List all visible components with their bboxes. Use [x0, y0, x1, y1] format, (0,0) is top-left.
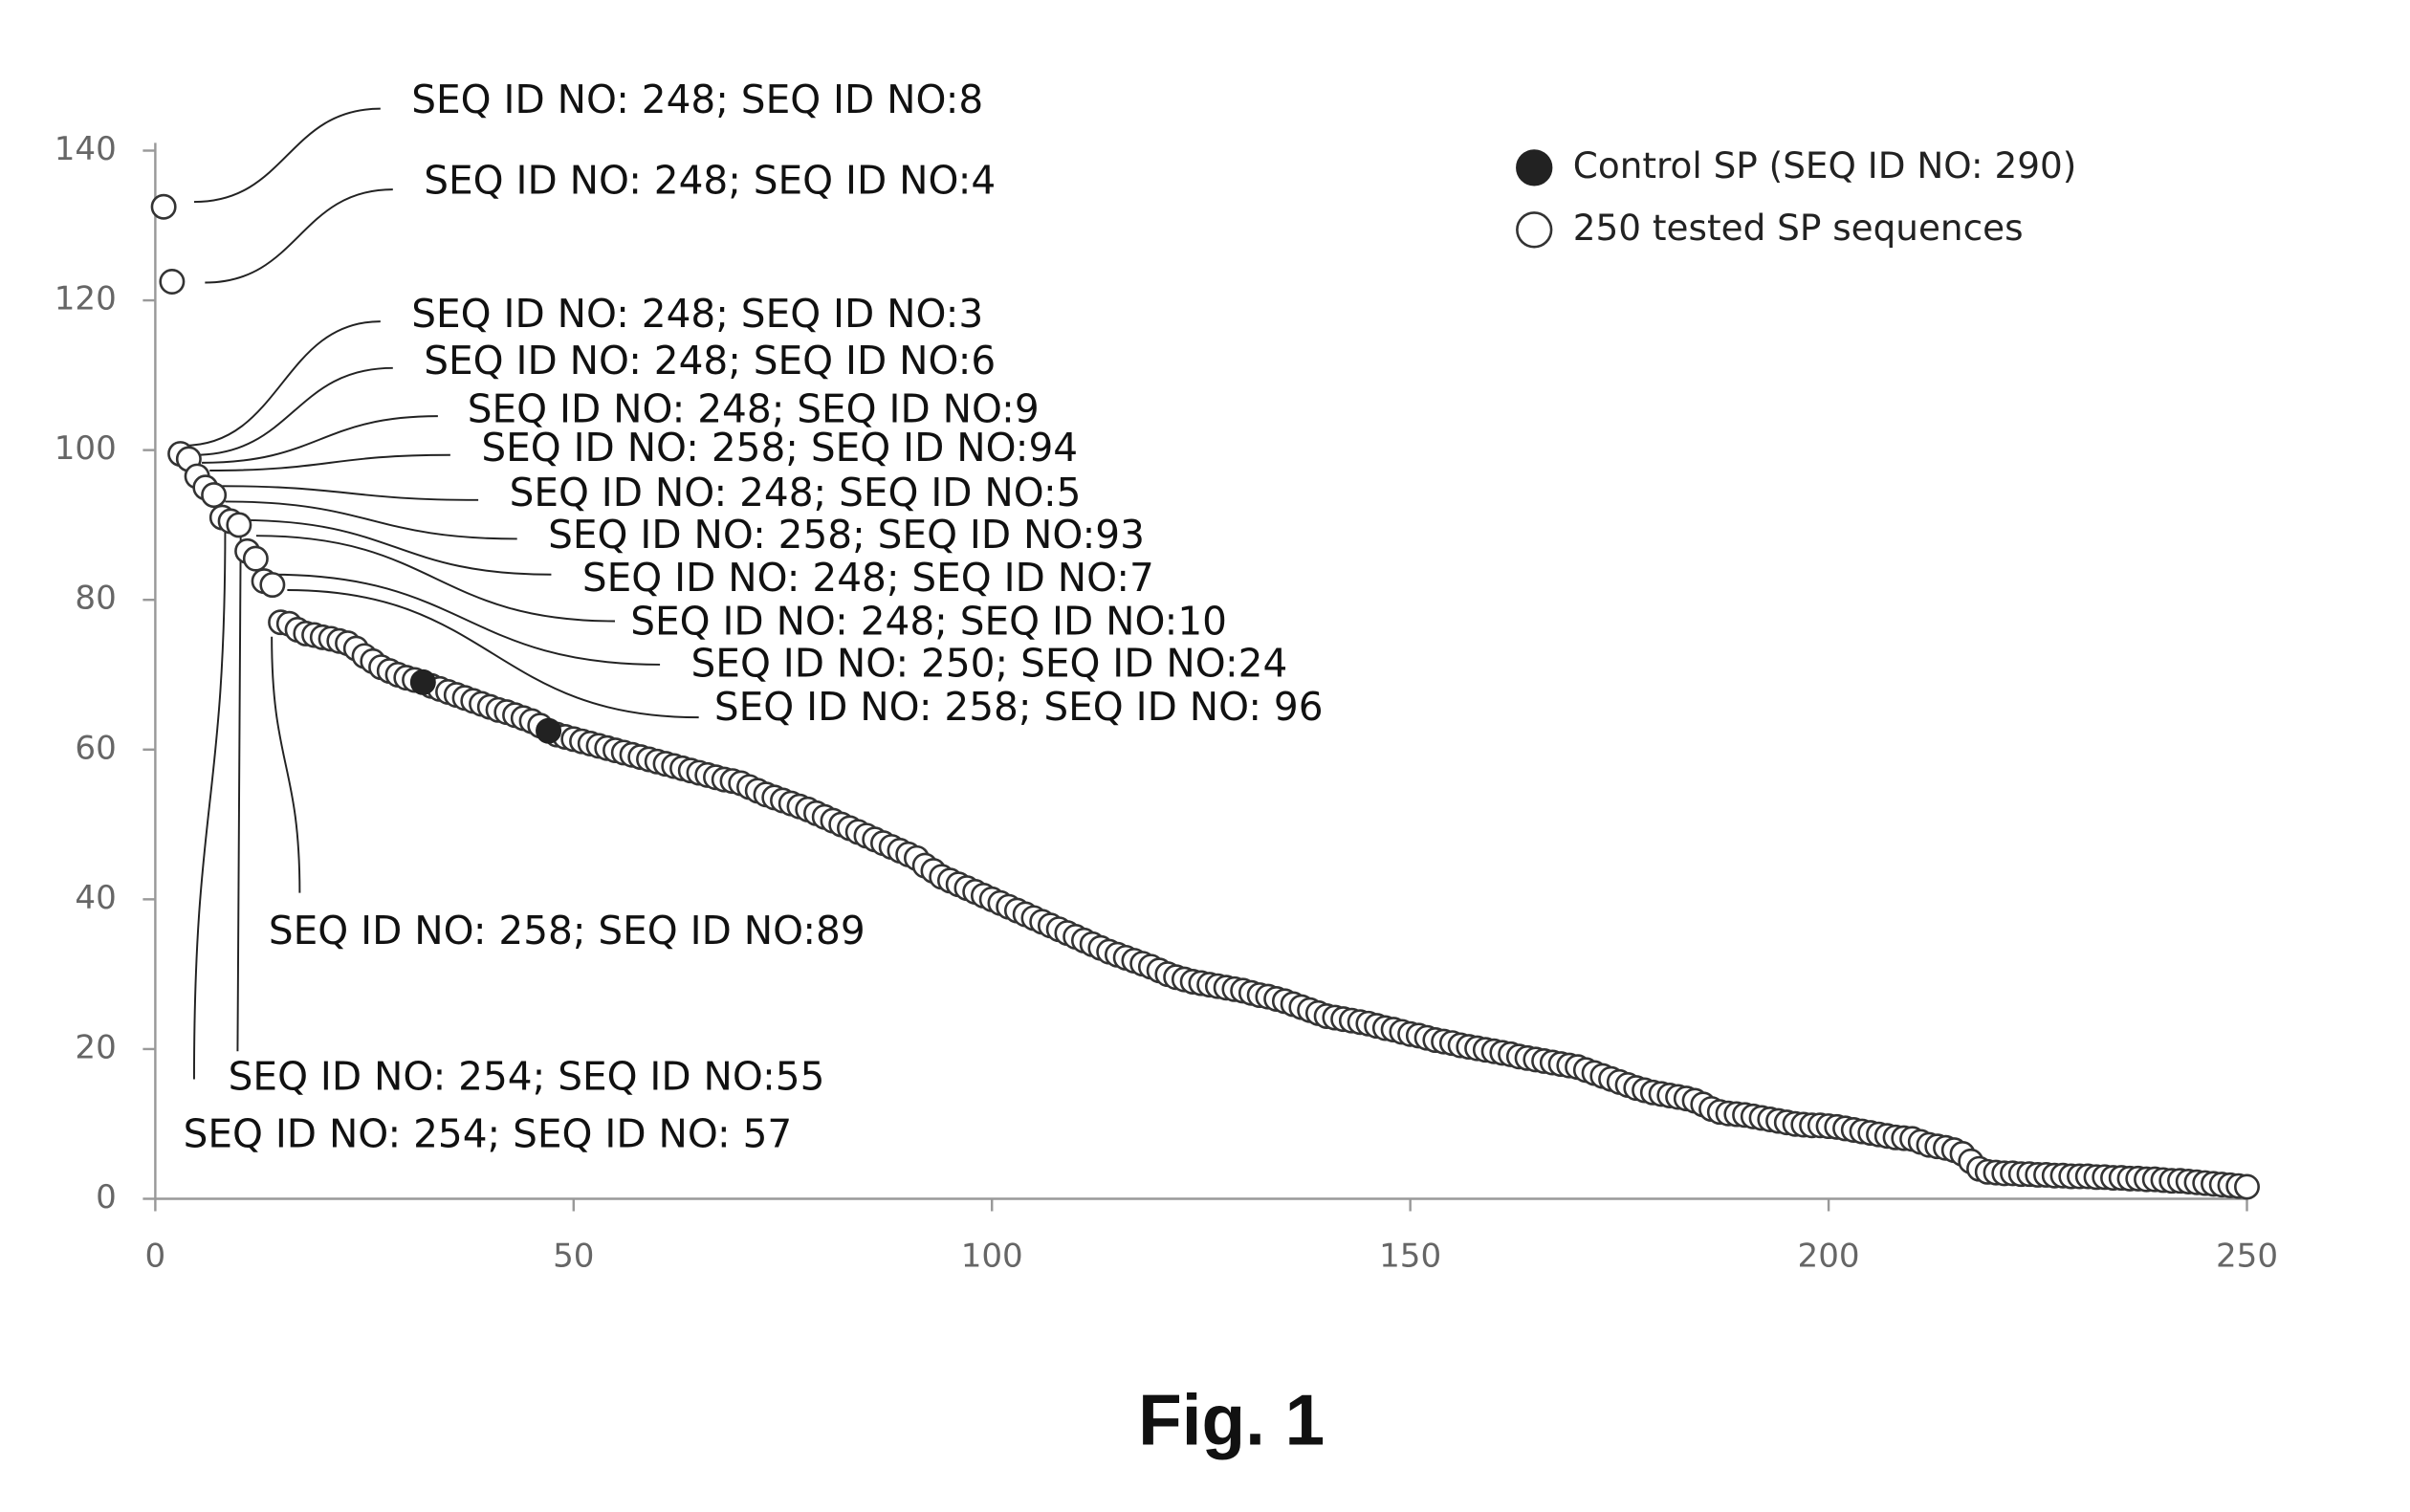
y-tick-label: 20	[75, 1028, 116, 1066]
leader-line	[287, 589, 699, 719]
annotation: SEQ ID NO: 254; SEQ ID NO:55	[229, 1053, 825, 1099]
leader-line	[193, 107, 381, 204]
leader-line	[209, 453, 450, 471]
x-tick-label: 250	[2216, 1238, 2278, 1276]
annotation: SEQ ID NO: 248; SEQ ID NO:6	[424, 338, 996, 383]
figure-title: Fig. 1	[1138, 1379, 1325, 1459]
data-point	[226, 512, 252, 538]
data-point	[159, 269, 186, 295]
leader-line	[193, 366, 393, 456]
annotation: SEQ ID NO: 258; SEQ ID NO:94	[481, 425, 1078, 471]
annotation: SEQ ID NO: 258; SEQ ID NO:89	[269, 908, 865, 953]
y-tick-label: 100	[55, 429, 117, 468]
leader-line	[217, 485, 479, 501]
annotation: SEQ ID NO: 248; SEQ ID NO:3	[411, 291, 983, 337]
y-tick-label: 140	[55, 130, 117, 168]
annotation: SEQ ID NO: 254; SEQ ID NO: 57	[184, 1111, 793, 1157]
control-point	[409, 668, 436, 695]
x-tick-label: 150	[1379, 1238, 1441, 1276]
y-tick-label: 80	[75, 580, 116, 618]
control-point	[536, 717, 562, 744]
leader-line	[271, 636, 301, 893]
annotation: SEQ ID NO: 248; SEQ ID NO:7	[582, 555, 1154, 601]
annotation: SEQ ID NO: 248; SEQ ID NO:4	[424, 158, 996, 204]
data-point	[150, 193, 177, 220]
leader-line	[192, 528, 227, 1080]
annotation: SEQ ID NO: 258; SEQ ID NO:93	[548, 512, 1145, 558]
legend-label: Control SP (SEQ ID NO: 290)	[1573, 144, 2076, 186]
y-tick-label: 40	[75, 879, 116, 917]
leader-line	[240, 518, 552, 576]
x-tick-label: 0	[145, 1238, 166, 1276]
annotation: SEQ ID NO: 248; SEQ ID NO:10	[630, 599, 1227, 645]
leader-line	[236, 536, 242, 1052]
annotation: SEQ ID NO: 258; SEQ ID NO: 96	[714, 684, 1324, 730]
leader-line	[272, 573, 661, 666]
annotation: SEQ ID NO: 248; SEQ ID NO:8	[411, 77, 983, 122]
legend-marker	[1516, 211, 1553, 249]
annotation: SEQ ID NO: 248; SEQ ID NO:9	[468, 385, 1040, 431]
y-tick-label: 0	[96, 1178, 117, 1216]
data-point	[2234, 1173, 2260, 1200]
leader-line	[202, 415, 438, 464]
data-point	[259, 572, 286, 599]
data-point	[242, 545, 269, 572]
leader-line	[225, 500, 517, 540]
data-point	[201, 482, 228, 509]
legend-marker	[1516, 149, 1553, 186]
y-tick-label: 60	[75, 729, 116, 767]
y-tick-label: 120	[55, 280, 117, 318]
leader-line	[205, 188, 393, 284]
annotation: SEQ ID NO: 248; SEQ ID NO:5	[510, 470, 1082, 515]
x-tick-label: 200	[1798, 1238, 1860, 1276]
leader-line	[255, 535, 615, 623]
x-tick-label: 50	[553, 1238, 594, 1276]
legend-label: 250 tested SP sequences	[1573, 207, 2024, 249]
leader-line	[183, 320, 381, 447]
x-tick-label: 100	[961, 1238, 1023, 1276]
annotation: SEQ ID NO: 250; SEQ ID NO:24	[691, 641, 1288, 687]
